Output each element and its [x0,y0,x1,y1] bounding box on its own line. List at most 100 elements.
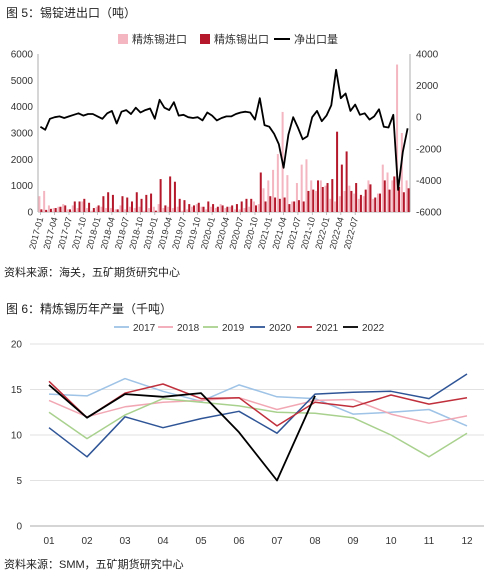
bar-export [121,196,124,212]
x-tick-label: 08 [309,536,321,547]
bar-import [186,209,189,212]
bar-import [372,198,375,212]
bar-export [126,197,129,212]
bar-import [38,196,41,212]
bar-export [45,209,48,212]
bar-import [200,206,203,212]
bar-import [334,201,337,212]
bar-import [128,206,131,212]
series-line-2020 [48,373,468,458]
bar-import [295,183,298,212]
bar-import [262,188,265,212]
bar-export [350,190,353,212]
bar-import [400,133,403,212]
legend-label-net: 净出口量 [294,32,338,46]
bar-export [364,189,367,212]
bar-import [90,210,93,212]
bar-export [264,201,267,212]
bar-export [293,201,296,212]
x-tick-label: 06 [233,536,245,547]
y-tick-label: 20 [11,340,23,351]
left-tick-label: 4000 [11,102,34,113]
bar-export [274,197,277,212]
bar-import [167,206,170,212]
left-tick-label: 0 [27,208,33,219]
bar-import [143,210,146,212]
bar-import [171,208,174,212]
bar-import [157,204,160,212]
bar-export [207,201,210,212]
bar-import [109,208,112,212]
net-export-line [39,68,409,191]
legend-label-2018: 2018 [177,323,200,334]
figure-1-title: 图 5：锡锭进出口（吨） [6,6,137,20]
bar-import [305,159,308,212]
bar-export [278,198,281,212]
bar-import [319,180,322,212]
bar-import [267,180,270,212]
left-tick-label: 2000 [11,155,34,166]
bar-export [221,205,224,212]
bar-import [57,206,60,212]
bar-export [383,180,386,212]
bar-export [150,193,153,212]
bar-export [331,179,334,212]
bar-import [367,180,370,212]
left-tick-label: 5000 [11,76,34,87]
bar-export [183,200,186,212]
x-tick-label: 10 [385,536,397,547]
bar-export [307,190,310,212]
bar-import [243,208,246,212]
left-tick-label: 3000 [11,129,34,140]
bar-import [133,208,136,212]
bar-export [340,164,343,212]
bar-import [105,208,108,212]
bar-import [286,175,289,212]
bar-export [111,194,114,212]
legend-label-2017: 2017 [133,323,156,334]
bar-import [47,205,50,212]
x-tick-label: 03 [119,536,131,547]
bar-import [100,206,103,212]
bar-import [386,172,389,212]
bar-export [64,205,67,212]
bar-import [272,169,275,212]
x-tick-label: 09 [347,536,359,547]
bar-export [40,209,43,212]
figure-2-source: 资料来源：SMM，五矿期货研究中心 [4,559,184,571]
bar-export [145,194,148,212]
y-tick-label: 0 [16,522,22,533]
right-tick-label: -4000 [416,176,442,187]
bar-export [250,198,253,212]
bar-export [78,201,81,212]
bar-import [148,208,151,212]
bar-export [359,194,362,212]
right-tick-label: 0 [416,113,422,124]
right-tick-label: 4000 [416,50,439,61]
bar-import [257,204,260,212]
series-line-2017 [48,377,468,427]
bar-import [195,204,198,212]
bar-export [140,198,143,212]
bar-import [329,198,332,212]
x-tick-label: 11 [424,536,435,547]
bar-export [154,210,157,212]
bar-export [297,200,300,212]
bar-import [381,164,384,212]
bar-import [181,210,184,212]
y-tick-label: 10 [11,431,23,442]
bar-export [288,204,291,212]
bar-import [81,201,84,212]
bar-import [124,209,127,212]
bar-import [52,208,55,212]
bar-export [178,198,181,212]
bar-export [336,131,339,212]
legend-label-2022: 2022 [362,323,385,334]
bar-export [355,183,358,212]
bar-import [310,180,313,212]
bar-export [321,186,324,212]
bar-export [97,205,100,212]
bar-import [210,206,213,212]
bar-export [202,206,205,212]
left-tick-label: 1000 [11,181,34,192]
